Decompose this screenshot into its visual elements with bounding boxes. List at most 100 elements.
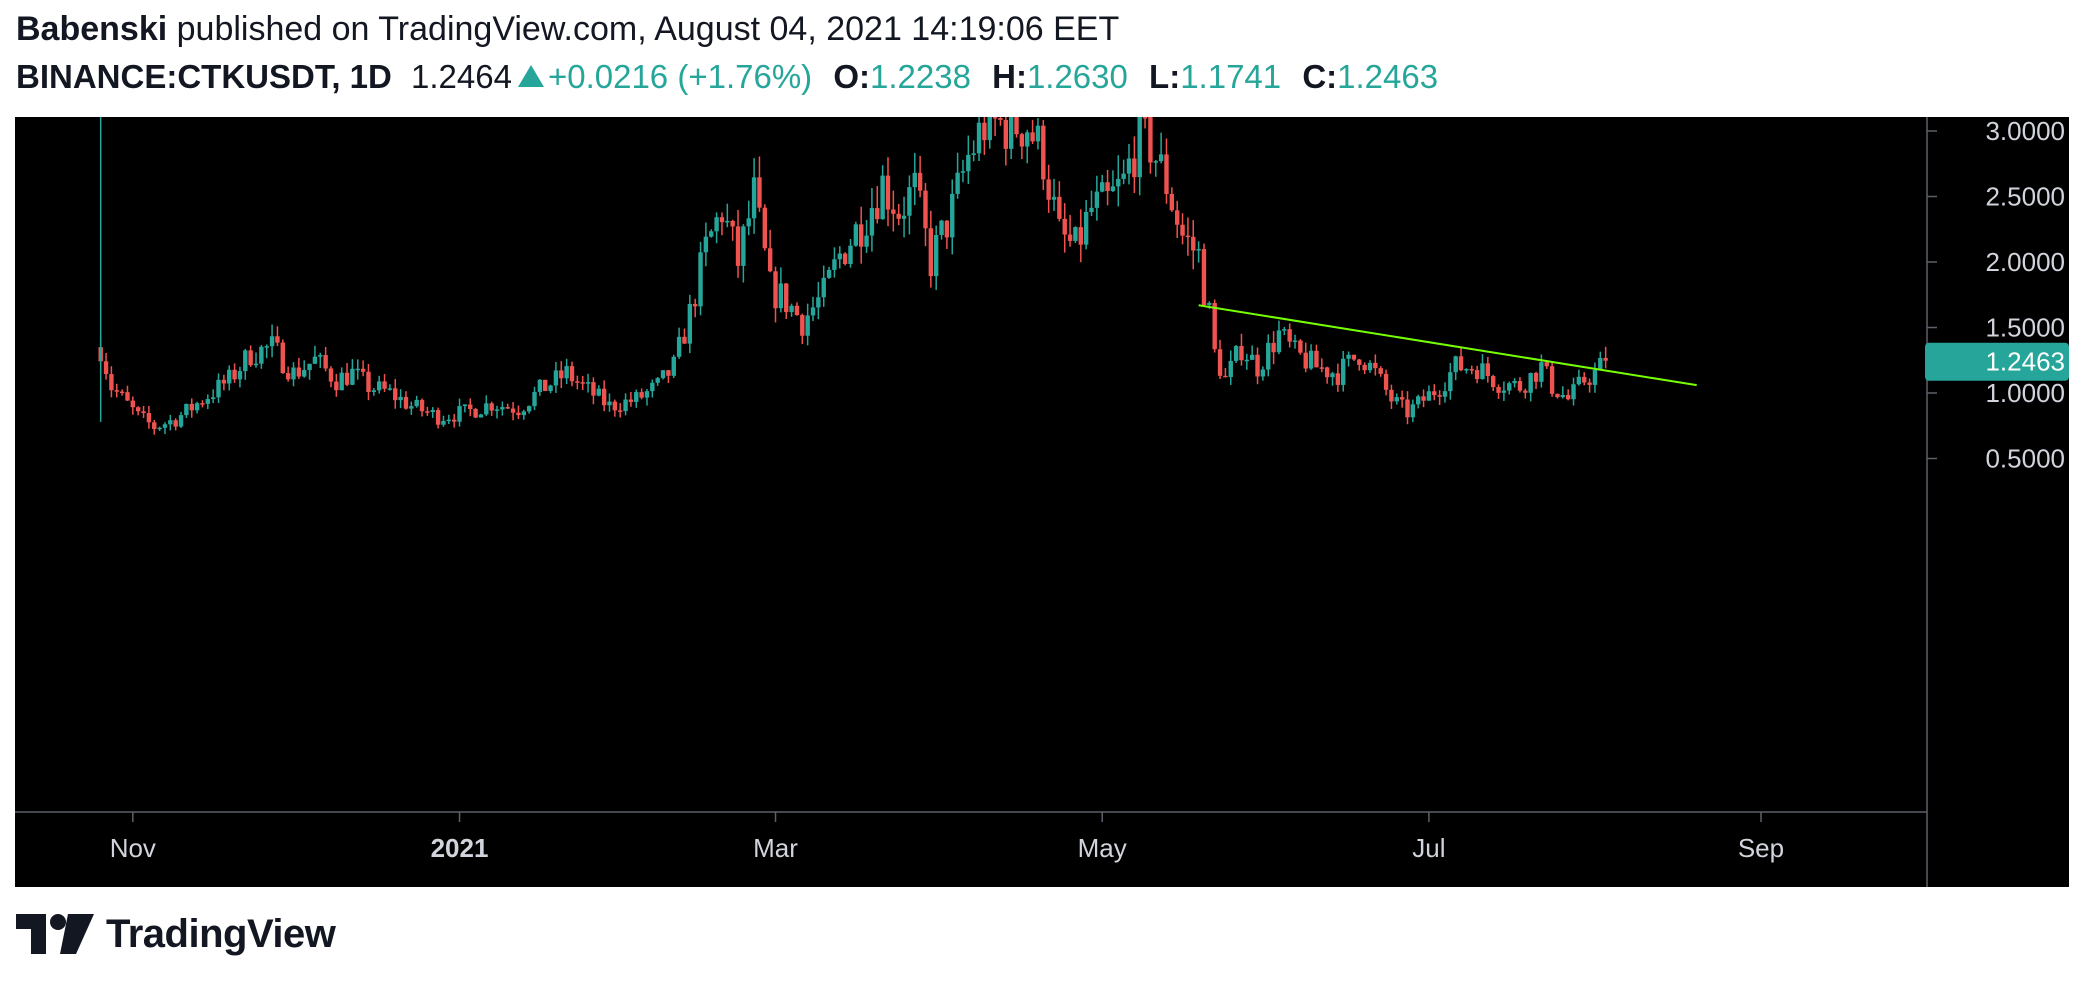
candle-body — [1051, 196, 1057, 200]
close-label: C: — [1302, 58, 1338, 95]
candle-body — [1383, 373, 1389, 390]
candle-body — [1191, 236, 1196, 251]
candle-body — [248, 350, 253, 366]
candle-body — [1174, 210, 1180, 225]
candle-body — [543, 379, 548, 392]
candle-body — [355, 368, 360, 371]
candle-body — [350, 368, 355, 385]
x-tick-label: Mar — [753, 833, 798, 863]
candle-body — [1480, 363, 1485, 380]
candle-body — [891, 209, 896, 214]
chart-panel[interactable]: 3.0000 2.5000 2.0000 1.5000 1.0000 0.5000 Nov 2… — [15, 117, 2069, 887]
candle-body — [1442, 391, 1448, 397]
candle-body — [1539, 362, 1544, 382]
high-value: 1.2630 — [1026, 58, 1128, 95]
candle-body — [666, 370, 671, 376]
candle-body — [1035, 125, 1041, 142]
candle-body — [671, 356, 676, 376]
high-label: H: — [992, 58, 1027, 95]
candle-body — [1207, 302, 1212, 306]
candle-body — [1549, 366, 1555, 394]
candle-body — [901, 215, 907, 219]
candle-body — [1533, 372, 1539, 382]
candle-body — [1598, 357, 1603, 370]
candle-body — [1046, 179, 1051, 200]
candle-body — [1169, 193, 1175, 211]
x-tick-label: Nov — [110, 833, 156, 863]
candle-body — [360, 368, 366, 372]
candle-body — [1378, 368, 1383, 374]
candle-body — [1421, 396, 1426, 401]
y-tick-label: 2.0000 — [1985, 247, 2065, 277]
candle-body — [917, 172, 923, 191]
candle-body — [205, 399, 211, 404]
candle-body — [698, 252, 703, 307]
candle-body — [767, 248, 773, 272]
candle-body — [484, 403, 489, 415]
y-tick-label: 1.5000 — [1985, 313, 2065, 343]
candlestick-chart[interactable]: 3.0000 2.5000 2.0000 1.5000 1.0000 0.5000 Nov 2… — [15, 117, 2069, 887]
candle-body — [125, 392, 130, 401]
candle-body — [1078, 227, 1083, 245]
tradingview-brand: TradingView — [16, 912, 336, 956]
candle-body — [135, 407, 141, 412]
candle-body — [1287, 329, 1292, 342]
low-label: L: — [1149, 58, 1181, 95]
candle-body — [569, 366, 575, 382]
candle-body — [1565, 394, 1571, 400]
candle-body — [1025, 132, 1030, 147]
x-tick-label: Jul — [1412, 833, 1445, 863]
candle-body — [371, 390, 377, 392]
candle-body — [714, 217, 719, 232]
candle-body — [885, 175, 891, 210]
candle-body — [505, 407, 510, 409]
candle-body — [650, 382, 655, 392]
candle-body — [912, 172, 917, 188]
candle-body — [318, 354, 323, 357]
candle-body — [805, 315, 810, 336]
candle-body — [1083, 211, 1089, 245]
candle-body — [875, 208, 880, 220]
candle-body — [376, 381, 382, 391]
candle-body — [703, 236, 709, 253]
symbol-name: BINANCE:CTKUSDT, 1D — [16, 58, 392, 95]
candle-body — [1330, 373, 1335, 378]
candle-body — [1062, 218, 1067, 235]
candle-body — [457, 406, 462, 422]
candle-body — [976, 122, 982, 154]
candle-body — [746, 218, 751, 227]
candle-body — [1276, 330, 1282, 353]
candle-body — [1464, 369, 1469, 371]
candle-body — [757, 177, 762, 208]
candle-body — [339, 372, 344, 391]
x-tick-label: Sep — [1738, 833, 1784, 863]
y-tick-label: 3.0000 — [1985, 117, 2065, 146]
candle-body — [1217, 349, 1223, 376]
candle-body — [676, 336, 682, 357]
candle-body — [992, 117, 998, 119]
candle-body — [1030, 132, 1035, 142]
candle-body — [1041, 125, 1046, 180]
candle-body — [296, 367, 302, 377]
candle-body — [414, 399, 419, 407]
candle-body — [1357, 359, 1362, 365]
candle-body — [162, 424, 168, 428]
candle-body — [1126, 158, 1132, 174]
candle-body — [585, 382, 591, 384]
last-price-label: 1.2463 — [1985, 347, 2065, 377]
candle-body — [184, 403, 189, 416]
y-tick-label: 2.5000 — [1985, 182, 2065, 212]
last-price-badge — [1925, 342, 2069, 381]
candle-body — [1389, 389, 1394, 402]
candle-body — [1201, 249, 1207, 306]
candle-body — [344, 372, 350, 385]
candle-body — [510, 408, 516, 413]
candle-body — [1121, 173, 1126, 179]
candle-body — [907, 187, 912, 216]
candle-body — [575, 381, 580, 383]
candle-body — [784, 283, 789, 313]
candle-body — [607, 401, 612, 406]
candle-body — [152, 422, 157, 430]
low-value: 1.1741 — [1180, 58, 1282, 95]
candle-body — [468, 404, 473, 409]
